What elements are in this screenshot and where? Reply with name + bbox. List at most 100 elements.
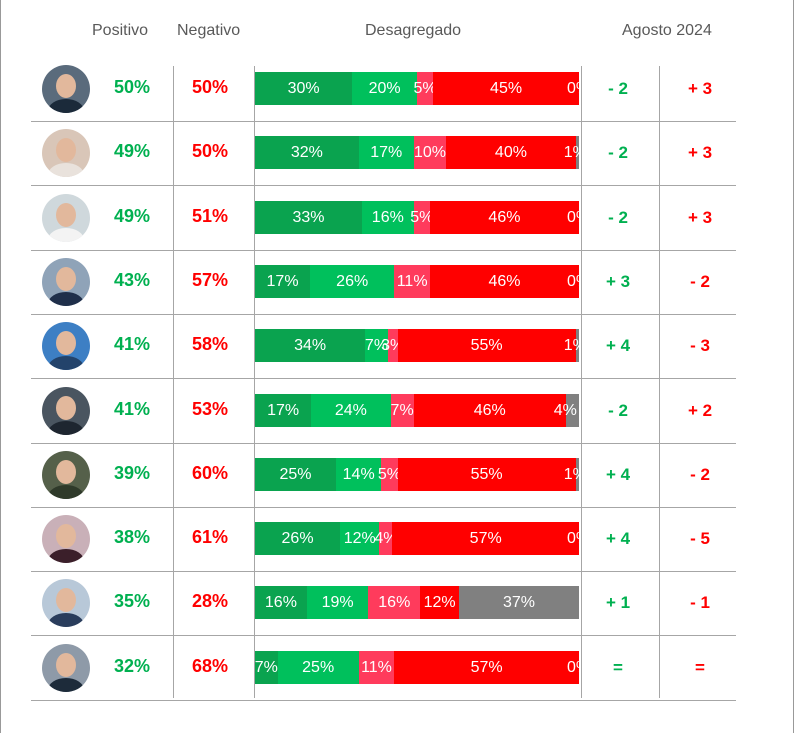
change-positivo: + 1 <box>605 593 631 613</box>
bar-segment-negativo: 3% <box>381 329 404 363</box>
table-row: 43% 57% 17% 26% 11% 46% 0% + 3 - 2 <box>1 251 793 315</box>
change-positivo: + 4 <box>605 464 631 484</box>
change-negativo: - 2 <box>690 271 710 291</box>
bar-segment-positivo: 16% <box>361 200 414 234</box>
bar-segment-positivo: 25% <box>277 650 359 684</box>
segment-label: 17% <box>267 401 300 419</box>
negativo-value: 28% <box>191 591 229 612</box>
avatar <box>42 515 90 564</box>
row-divider <box>31 571 736 573</box>
bar-segment-muy-negativo: 57% <box>392 522 579 556</box>
segment-label: 7% <box>255 658 278 676</box>
change-positivo: = <box>613 657 623 677</box>
positivo-value: 49% <box>113 205 151 226</box>
avatar <box>42 643 90 692</box>
row-divider <box>31 249 736 251</box>
segment-label: 1% <box>563 465 579 483</box>
bar-segment-negativo: 5% <box>410 200 433 234</box>
bar-segment-positivo: 24% <box>311 393 391 427</box>
change-negativo: - 3 <box>690 336 710 356</box>
positivo-value: 43% <box>113 269 151 290</box>
segment-label: 1% <box>563 337 579 355</box>
negativo-value: 68% <box>191 655 229 676</box>
bar-segment-ns-nc: 1% <box>564 136 579 170</box>
segment-label: 57% <box>470 658 503 676</box>
bar-segment-muy-negativo: 40% <box>446 136 576 170</box>
segment-label: 4% <box>374 530 398 548</box>
segment-label: 24% <box>334 401 367 419</box>
avatar <box>42 65 90 113</box>
segment-label: 5% <box>410 208 434 226</box>
stacked-bar: 32% 17% 10% 40% 1% <box>255 136 579 170</box>
change-negativo: + 3 <box>687 143 713 163</box>
change-positivo: + 4 <box>605 529 631 549</box>
change-negativo: - 1 <box>690 593 710 613</box>
bar-segment-negativo: 10% <box>413 136 447 170</box>
table-row: 38% 61% 26% 12%4% 57% 0% + 4 - 5 <box>1 508 793 572</box>
bar-segment-positivo: 20% <box>352 72 417 105</box>
row-divider <box>31 635 736 637</box>
segment-label: 55% <box>470 465 503 483</box>
bar-segment-muy-positivo: 33% <box>255 200 362 234</box>
bar-segment-muy-negativo: 12% <box>420 586 460 620</box>
bar-segment-positivo: 7% <box>364 329 389 363</box>
bar-segment-muy-negativo: 46% <box>429 200 579 234</box>
change-positivo: + 3 <box>605 271 631 291</box>
bar-segment-muy-positivo: 7% <box>255 650 278 684</box>
segment-label: 11% <box>396 272 428 290</box>
bar-segment-muy-positivo: 25% <box>255 457 336 491</box>
segment-label: 12% <box>423 594 456 612</box>
bar-segment-positivo: 19% <box>306 586 369 620</box>
positivo-value: 41% <box>113 334 151 355</box>
row-divider <box>31 378 736 380</box>
header-desagregado: Desagregado <box>365 22 462 39</box>
segment-label: 5% <box>377 465 402 483</box>
bar-segment-negativo: 5% <box>378 457 401 491</box>
change-negativo: + 3 <box>687 79 713 98</box>
negativo-value: 58% <box>191 334 229 355</box>
bar-segment-ns-nc: 1% <box>564 457 579 491</box>
segment-label: 34% <box>294 337 327 355</box>
bar-segment-muy-negativo: 57% <box>394 650 579 684</box>
positivo-value: 50% <box>113 77 151 97</box>
negativo-value: 50% <box>191 77 229 97</box>
negativo-value: 61% <box>191 527 229 548</box>
segment-label: 5% <box>413 80 437 97</box>
segment-label: 7% <box>364 337 389 355</box>
segment-label: 14% <box>342 465 375 483</box>
segment-label: 0% <box>566 272 579 290</box>
bar-segment-muy-negativo: 46% <box>429 264 579 298</box>
divider <box>173 66 174 698</box>
divider <box>581 66 582 698</box>
positivo-value: 41% <box>113 398 151 419</box>
bar-segment-muy-positivo: 34% <box>255 329 366 363</box>
segment-label: 57% <box>469 530 502 548</box>
bar-segment-ns-nc: 37% <box>459 586 579 620</box>
table-row: 32% 68% 7% 25% 11% 57% 0% = = <box>1 637 793 701</box>
avatar <box>42 193 90 242</box>
change-negativo: - 5 <box>690 529 710 549</box>
change-positivo: - 2 <box>608 400 628 420</box>
bar-segment-muy-positivo: 30% <box>255 72 353 105</box>
change-negativo: = <box>695 657 705 677</box>
negativo-value: 57% <box>191 269 229 290</box>
stacked-bar: 16% 19% 16% 12% 37% <box>255 586 579 620</box>
segment-label: 16% <box>371 208 404 226</box>
bar-segment-negativo: 11% <box>358 650 395 684</box>
stacked-bar: 17% 24% 7% 46% 4% <box>255 393 579 427</box>
table-row: 35% 28% 16% 19% 16% 12% 37% + 1 - 1 <box>1 572 793 636</box>
segment-label: 16% <box>264 594 297 612</box>
stacked-bar: 30% 20% 5% 45% 0% <box>255 72 579 105</box>
bar-segment-negativo: 11% <box>394 264 430 298</box>
table-row: 41% 58% 34% 7%3% 55% 1% + 4 - 3 <box>1 315 793 379</box>
change-negativo: - 2 <box>690 464 710 484</box>
stacked-bar: 33% 16% 5% 46% 0% <box>255 200 579 234</box>
header-positivo: Positivo <box>92 22 149 39</box>
segment-label: 40% <box>494 144 527 162</box>
bar-segment-muy-positivo: 17% <box>255 264 311 298</box>
table-row: 50% 50% 30% 20% 5% 45% 0% - 2 + 3 <box>1 58 793 122</box>
segment-label: 10% <box>413 144 446 162</box>
change-positivo: - 2 <box>608 143 628 163</box>
segment-label: 25% <box>302 658 335 676</box>
bar-segment-positivo: 14% <box>336 457 382 491</box>
